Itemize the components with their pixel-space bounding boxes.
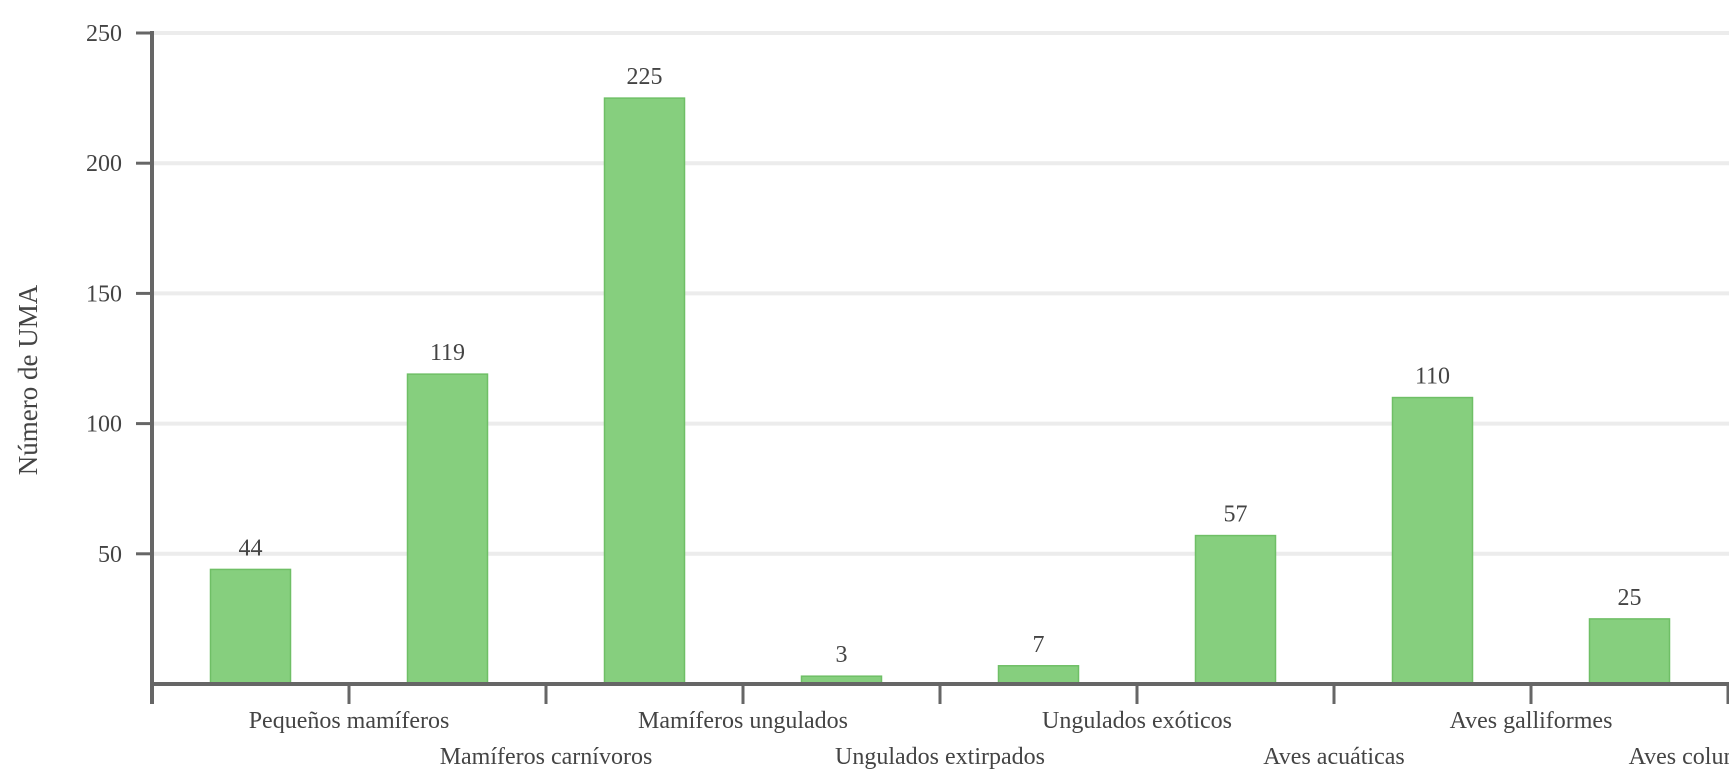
bar: [603, 97, 686, 685]
bar: [406, 373, 489, 685]
x-category-label: Mamíferos carnívoros: [440, 744, 653, 770]
x-ticks: Pequeños mamíferos Mamíferos carnívoros Ma…: [150, 684, 1729, 770]
data-label: 44: [239, 535, 263, 561]
bar: [209, 568, 292, 685]
x-category-label: Aves columbiformes: [1629, 744, 1729, 770]
data-label: 7: [1033, 632, 1045, 658]
data-label: 3: [836, 642, 848, 668]
data-label: 110: [1415, 364, 1450, 390]
x-category-label: Mamíferos ungulados: [638, 708, 848, 734]
y-ticks: 50 100 150 200 250: [86, 21, 152, 568]
data-label: 25: [1618, 585, 1642, 611]
y-tick-label: 50: [98, 542, 122, 568]
y-axis-label: Número de UMA: [13, 284, 43, 475]
y-tick-label: 200: [86, 151, 122, 177]
bar: [1194, 534, 1277, 685]
x-category-label: Ungulados exóticos: [1042, 708, 1232, 734]
y-tick-label: 100: [86, 412, 122, 438]
bars: [209, 97, 1671, 685]
y-tick-label: 150: [86, 281, 122, 307]
x-category-label: Ungulados extirpados: [835, 744, 1045, 770]
bar: [997, 665, 1080, 685]
data-label: 225: [627, 64, 663, 90]
x-category-label: Pequeños mamíferos: [249, 708, 450, 734]
x-category-label: Aves acuáticas: [1263, 744, 1404, 770]
data-labels: 44 119 225 3 7 57 110 25: [239, 64, 1642, 668]
data-label: 57: [1224, 502, 1248, 528]
x-category-label: Aves galliformes: [1450, 708, 1613, 734]
bar: [1588, 618, 1671, 685]
bar: [1391, 396, 1474, 685]
data-label: 119: [430, 340, 465, 366]
grid-lines: [152, 31, 1729, 556]
y-tick-label: 250: [86, 21, 122, 47]
axes: [150, 31, 1729, 704]
